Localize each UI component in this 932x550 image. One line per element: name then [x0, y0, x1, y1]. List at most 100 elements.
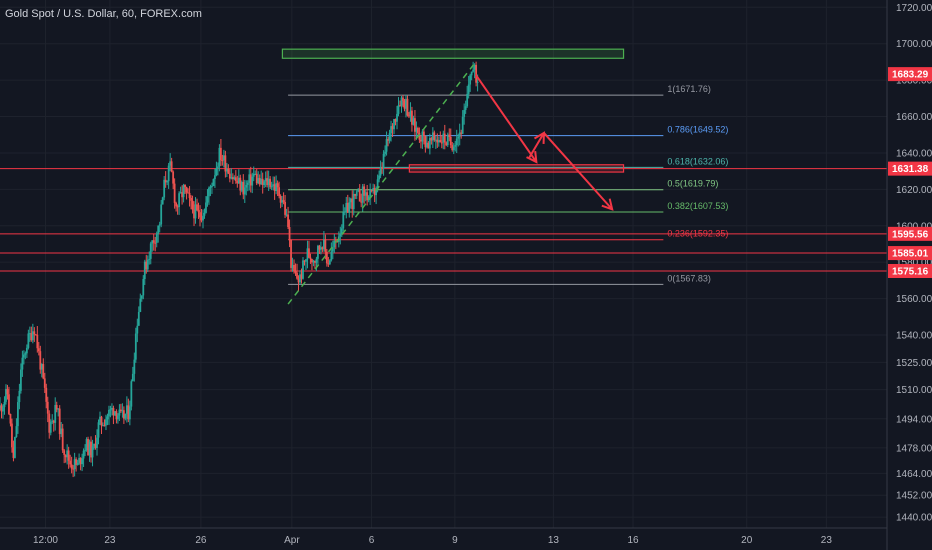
candle-body	[393, 119, 395, 130]
price-tick-label: 1540.00	[896, 331, 932, 342]
trendline[interactable]	[287, 61, 477, 305]
candle-body	[390, 126, 392, 134]
projection-arrows[interactable]	[474, 74, 614, 211]
candle-body	[437, 140, 440, 143]
candle-body	[252, 173, 255, 177]
candle-body	[409, 110, 412, 117]
candle-body	[96, 437, 98, 448]
candle-body	[439, 140, 442, 143]
candle-body	[397, 105, 400, 114]
candle-body	[125, 405, 128, 414]
candle-body	[45, 387, 48, 402]
candle-body	[421, 131, 424, 142]
candle-body	[75, 459, 78, 465]
candle-body	[306, 248, 309, 260]
candle-body	[419, 139, 422, 142]
price-tick-label: 1600.00	[896, 221, 932, 232]
candle-body	[87, 438, 89, 456]
candle-body	[475, 64, 478, 83]
candle-body	[173, 183, 176, 203]
candle-body	[381, 167, 383, 169]
candle-body	[194, 204, 197, 219]
candle-body	[148, 258, 151, 260]
price-badges: 1631.38 1595.56 1585.01 1575.16 1683.29	[888, 67, 932, 278]
candle-body	[25, 347, 28, 354]
time-tick-label: 9	[452, 535, 458, 546]
zone-rect[interactable]	[408, 164, 625, 173]
chart-title: Gold Spot / U.S. Dollar, 60, FOREX.com	[5, 8, 202, 20]
candle-body	[370, 190, 373, 192]
candle-body	[352, 193, 355, 210]
candle-body	[349, 198, 352, 203]
candle-body	[122, 410, 125, 419]
fibonacci-retracement[interactable]: 1(1671.76) 0.786(1649.52) 0.618(1632.06) 0.…	[288, 84, 728, 285]
time-tick-label: 26	[195, 535, 207, 546]
candle-body	[378, 175, 381, 180]
zones[interactable]	[281, 48, 625, 173]
trendline-dashed[interactable]	[287, 61, 477, 305]
candle-body	[133, 359, 136, 374]
candle-body	[72, 468, 75, 470]
candle-body	[163, 179, 166, 198]
candle-body	[233, 177, 236, 180]
candle-body	[255, 173, 258, 184]
candle-body	[199, 212, 201, 218]
candle-body	[208, 187, 210, 197]
fib-level-label: 0.786(1649.52)	[667, 125, 728, 135]
candle-body	[9, 413, 12, 424]
candle-body	[322, 239, 325, 250]
candle-body	[424, 135, 427, 148]
candle-body	[230, 177, 233, 179]
candle-body	[442, 133, 445, 143]
candle-body	[64, 454, 67, 458]
candle-body	[472, 69, 475, 72]
candle-body	[106, 416, 109, 420]
candle-body	[431, 132, 434, 141]
price-tick-label: 1478.00	[896, 443, 932, 454]
candle-body	[452, 146, 455, 151]
candle-body	[81, 458, 83, 465]
candle-body	[69, 460, 72, 465]
time-tick-label: Apr	[284, 535, 300, 546]
price-tick-label: 1640.00	[896, 148, 932, 159]
projection-arrow-line[interactable]	[527, 132, 545, 159]
candle-body	[464, 106, 467, 110]
candle-body	[363, 186, 366, 196]
candle-body	[296, 272, 298, 279]
candle-body	[196, 204, 198, 211]
candle-body	[61, 428, 64, 451]
candle-body	[249, 174, 252, 186]
zone-rect[interactable]	[281, 48, 625, 59]
candle-body	[31, 331, 34, 341]
candle-body	[315, 258, 318, 263]
candle-body	[225, 168, 228, 172]
candle-body	[52, 420, 55, 423]
candle-body	[314, 260, 316, 263]
candle-body	[78, 457, 81, 463]
candle-body	[228, 173, 231, 179]
candle-body	[324, 239, 327, 252]
candle-body	[30, 333, 33, 341]
candle-body	[130, 381, 133, 407]
current-price-badge-bg	[888, 67, 932, 82]
projection-arrow-line[interactable]	[543, 132, 613, 211]
candle-body	[202, 215, 204, 221]
candle-body	[33, 331, 36, 335]
candle-body	[293, 264, 295, 272]
candle-body	[273, 184, 276, 191]
candle-body	[305, 259, 307, 262]
candle-body	[184, 184, 186, 188]
candle-body	[27, 333, 30, 348]
level-price-badge: 1631.38	[892, 164, 929, 175]
candle-body	[73, 459, 76, 470]
candles	[0, 61, 479, 478]
candle-body	[231, 177, 234, 180]
candle-body	[108, 409, 110, 417]
candle-body	[55, 404, 58, 410]
projection-arrow-line[interactable]	[474, 74, 538, 163]
candle-body	[384, 151, 386, 154]
candle-body	[290, 239, 292, 268]
fib-level-label: 0.618(1632.06)	[667, 156, 728, 166]
candle-body	[84, 450, 86, 452]
